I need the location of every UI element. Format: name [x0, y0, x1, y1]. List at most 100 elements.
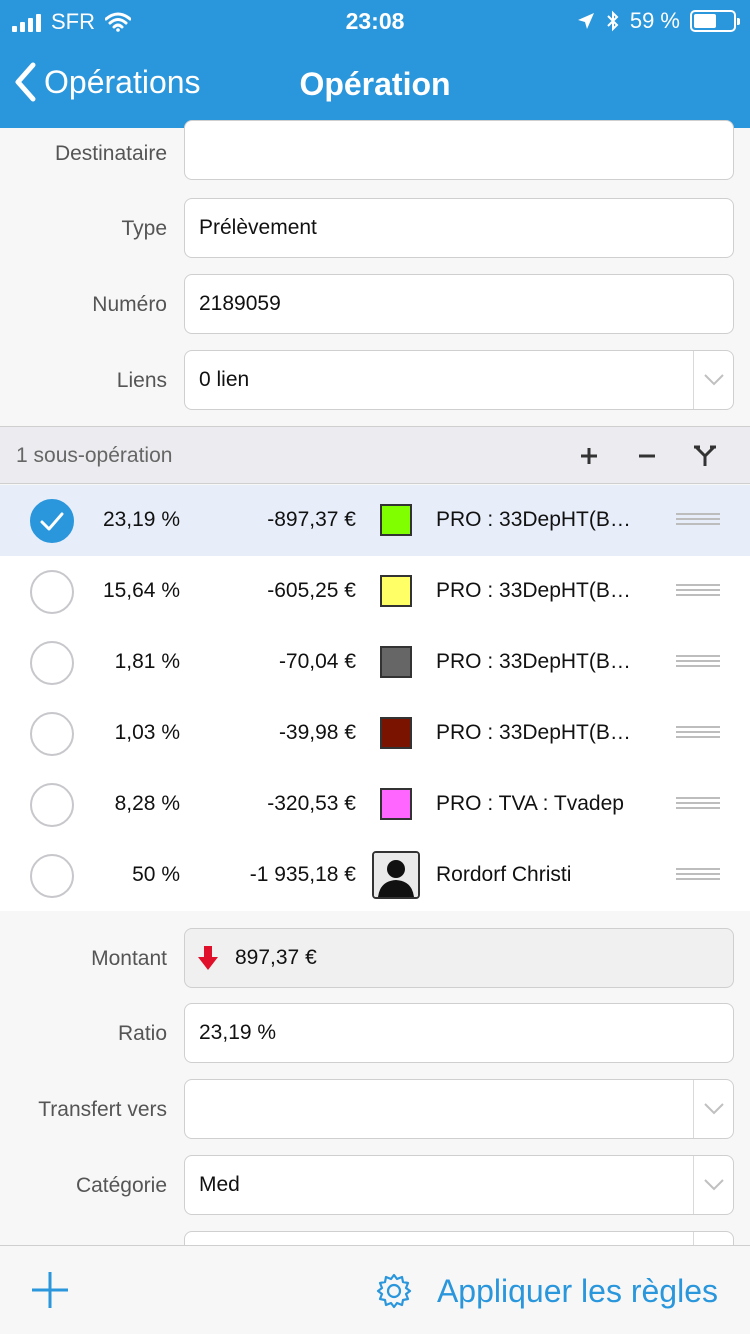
destinataire-field[interactable]	[184, 120, 734, 180]
drag-handle-icon[interactable]	[676, 868, 720, 882]
ratio-label: Ratio	[117, 1022, 167, 1045]
location-icon	[577, 13, 594, 29]
suboperation-category: PRO : 33DepHT(B…	[436, 721, 631, 744]
suboperation-category: Rordorf Christi	[436, 863, 572, 886]
suboperation-category: PRO : 33DepHT(B…	[436, 579, 631, 602]
type-value: Prélèvement	[199, 216, 317, 239]
drag-handle-icon[interactable]	[676, 655, 720, 669]
drag-handle-icon[interactable]	[676, 797, 720, 811]
montant-value: 897,37 €	[235, 946, 317, 969]
transfert-dropdown-button[interactable]	[693, 1080, 733, 1138]
apply-rules-button[interactable]: Appliquer les règles	[375, 1272, 718, 1310]
status-bar: SFR 23:08 59 %	[0, 0, 750, 42]
suboperation-category: PRO : TVA : Tvadep	[436, 792, 624, 815]
battery-fill	[694, 14, 717, 28]
category-color-swatch	[380, 717, 412, 749]
suboperation-category: PRO : 33DepHT(B…	[436, 508, 631, 531]
row-categorie: Catégorie Med	[0, 1155, 750, 1217]
category-color-swatch	[380, 646, 412, 678]
unselected-radio[interactable]	[30, 712, 74, 756]
type-label: Type	[121, 217, 167, 240]
suboperation-amount: -39,98 €	[278, 721, 356, 744]
chevron-left-icon	[15, 62, 36, 102]
unselected-radio[interactable]	[30, 854, 74, 898]
signal-icon	[12, 12, 41, 32]
categorie-select[interactable]: Med	[184, 1155, 734, 1215]
category-color-swatch	[380, 575, 412, 607]
chevron-down-icon	[703, 374, 724, 386]
status-left: SFR	[12, 9, 131, 35]
back-button[interactable]: Opérations	[14, 62, 201, 102]
row-transfert: Transfert vers	[0, 1079, 750, 1141]
checkmark-icon	[40, 512, 64, 531]
unselected-radio[interactable]	[30, 783, 74, 827]
merge-suboperations-button[interactable]	[690, 441, 720, 471]
row-type: Type Prélèvement	[0, 198, 750, 260]
drag-handle-icon[interactable]	[676, 584, 720, 598]
apply-rules-label: Appliquer les règles	[436, 1272, 718, 1309]
suboperation-amount: -897,37 €	[267, 508, 356, 531]
clock: 23:08	[345, 8, 405, 34]
list-item[interactable]: 1,81 % -70,04 € PRO : 33DepHT(B…	[0, 627, 750, 698]
wifi-icon	[105, 12, 131, 32]
bottom-toolbar: Appliquer les règles	[0, 1245, 750, 1334]
ratio-field[interactable]: 23,19 %	[184, 1003, 734, 1063]
next-dropdown-button[interactable]	[693, 1232, 733, 1245]
transfert-label: Transfert vers	[38, 1098, 167, 1121]
suboperation-amount: -70,04 €	[278, 650, 356, 673]
add-button[interactable]	[30, 1270, 70, 1310]
destinataire-label: Destinataire	[54, 142, 167, 165]
plus-icon	[32, 1272, 68, 1308]
battery-percent: 59 %	[629, 8, 680, 33]
row-destinataire: Destinataire	[0, 120, 750, 186]
gear-icon	[376, 1273, 412, 1309]
remove-suboperation-button[interactable]	[632, 441, 662, 471]
row-numero: Numéro 2189059	[0, 274, 750, 336]
montant-field[interactable]: 897,37 €	[184, 928, 734, 988]
person-silhouette-icon	[374, 853, 418, 897]
numero-field[interactable]: 2189059	[184, 274, 734, 334]
category-color-swatch	[380, 504, 412, 536]
list-item[interactable]: 15,64 % -605,25 € PRO : 33DepHT(B…	[0, 556, 750, 627]
suboperations-header: 1 sous-opération	[0, 426, 750, 484]
category-color-swatch	[380, 788, 412, 820]
suboperation-percent: 8,28 %	[114, 792, 180, 815]
categorie-dropdown-button[interactable]	[693, 1156, 733, 1214]
next-field-partial[interactable]	[184, 1231, 734, 1245]
suboperations-list: 23,19 % -897,37 € PRO : 33DepHT(B… 15,64…	[0, 485, 750, 911]
row-montant: Montant 897,37 €	[0, 928, 750, 990]
row-liens: Liens 0 lien	[0, 350, 750, 412]
transfert-select[interactable]	[184, 1079, 734, 1139]
drag-handle-icon[interactable]	[676, 513, 720, 527]
liens-value: 0 lien	[199, 368, 250, 391]
suboperations-toolbar	[574, 441, 720, 471]
drag-handle-icon[interactable]	[676, 726, 720, 740]
bluetooth-icon	[607, 10, 619, 32]
minus-icon	[639, 454, 655, 458]
liens-select[interactable]: 0 lien	[184, 350, 734, 410]
carrier-label: SFR	[51, 9, 95, 34]
list-item[interactable]: 1,03 % -39,98 € PRO : 33DepHT(B…	[0, 698, 750, 769]
list-item[interactable]: 23,19 % -897,37 € PRO : 33DepHT(B…	[0, 485, 750, 556]
list-item[interactable]: 8,28 % -320,53 € PRO : TVA : Tvadep	[0, 769, 750, 840]
back-label: Opérations	[44, 63, 201, 100]
list-item[interactable]: 50 % -1 935,18 € Rordorf Christi	[0, 840, 750, 911]
liens-label: Liens	[116, 369, 167, 392]
avatar	[372, 851, 420, 899]
montant-label: Montant	[91, 947, 167, 970]
type-field[interactable]: Prélèvement	[184, 198, 734, 258]
categorie-label: Catégorie	[75, 1174, 167, 1197]
row-ratio: Ratio 23,19 %	[0, 1003, 750, 1065]
ratio-value: 23,19 %	[199, 1021, 277, 1044]
add-suboperation-button[interactable]	[574, 441, 604, 471]
suboperation-percent: 50 %	[132, 863, 180, 886]
unselected-radio[interactable]	[30, 570, 74, 614]
suboperation-percent: 15,64 %	[102, 579, 180, 602]
suboperation-amount: -320,53 €	[267, 792, 356, 815]
nav-bar: Opérations Opération	[0, 42, 750, 128]
liens-dropdown-button[interactable]	[693, 351, 733, 409]
suboperation-percent: 1,03 %	[114, 721, 180, 744]
unselected-radio[interactable]	[30, 641, 74, 685]
selected-radio[interactable]	[30, 499, 74, 543]
suboperation-category: PRO : 33DepHT(B…	[436, 650, 631, 673]
